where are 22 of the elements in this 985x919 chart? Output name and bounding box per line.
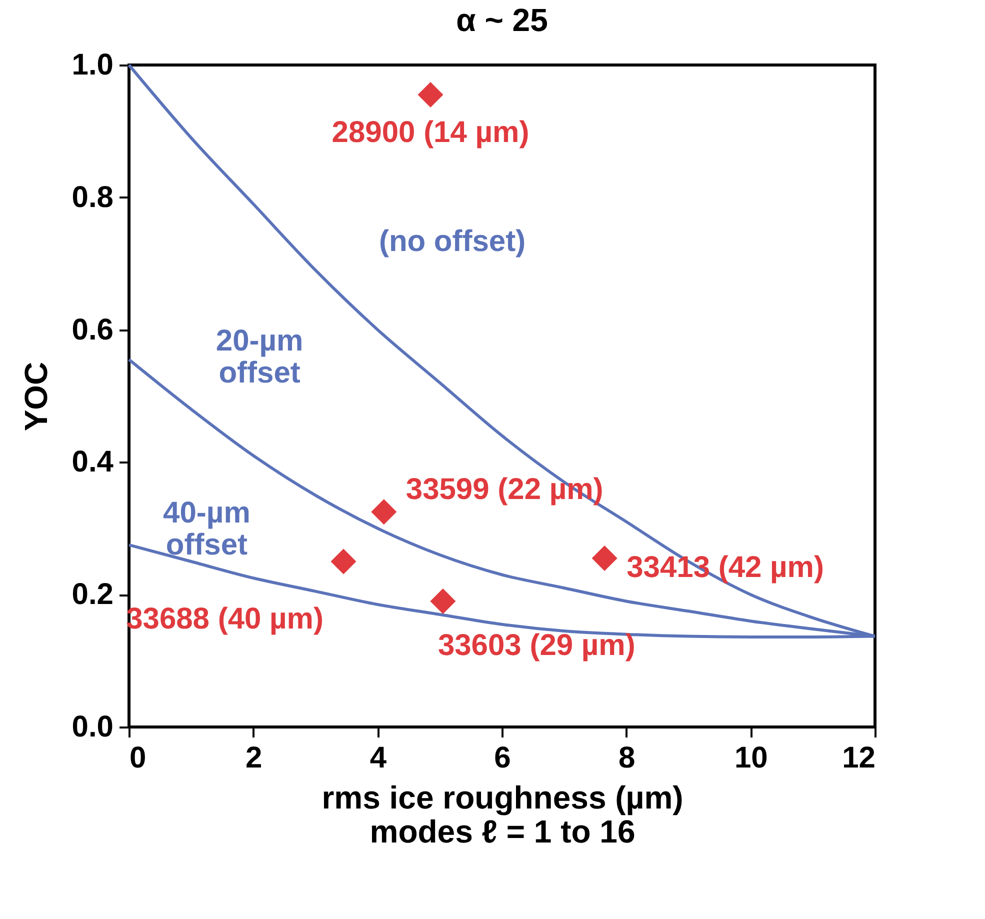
series-label: 40-µm offset [163,496,250,562]
series-label: 20-µm offset [216,324,304,390]
x-axis-title: rms ice roughness (µm) modes ℓ = 1 to 16 [322,780,684,850]
chart-title: α ~ 25 [456,2,548,38]
x-tick-label: 0 [130,742,146,774]
x-tick-label: 6 [494,742,511,774]
annotation: 33603 (29 µm) [438,629,636,662]
y-axis-title: YOC [18,362,54,432]
series-label: (no offset) [378,224,526,258]
x-tick-label: 12 [842,742,876,774]
y-tick-label: 0.4 [72,446,114,479]
annotation: 33413 (42 µm) [626,551,824,584]
y-tick-label: 0.0 [72,710,114,744]
annotation: 28900 (14 µm) [332,116,530,149]
x-tick-label: 2 [245,742,262,774]
x-tick-label: 4 [370,742,387,774]
y-tick-label: 0.6 [72,313,114,346]
y-tick-label: 0.8 [72,180,114,214]
y-tick-label: 0.2 [72,578,114,612]
x-tick-label: 10 [734,742,768,774]
y-tick-label: 1.0 [72,48,114,82]
x-tick-label: 8 [618,742,636,774]
